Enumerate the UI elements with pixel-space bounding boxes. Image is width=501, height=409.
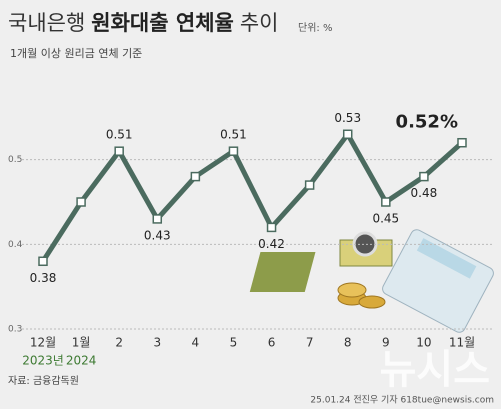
data-label: 0.48: [411, 186, 438, 200]
illustration: [249, 229, 494, 333]
x-tick-label: 1월: [72, 336, 91, 350]
line: [40, 129, 464, 263]
y-tick-label: 0.3: [8, 325, 22, 335]
marker: [76, 197, 86, 207]
marker: [266, 222, 277, 233]
marker: [342, 129, 353, 140]
y-tick-label: 0.5: [8, 155, 22, 165]
chart-title: 국내은행 원화대출 연체율 추이: [8, 11, 278, 35]
subtitle: 1개월 이상 원리금 연체 기준: [10, 47, 142, 60]
data-label: 0.52%: [396, 112, 458, 133]
x-tick-label: 7: [306, 336, 314, 350]
x-tick-label: 8: [344, 336, 352, 350]
x-tick-label: 3: [153, 336, 161, 350]
marker: [304, 180, 315, 190]
x-tick-label: 9: [382, 336, 390, 350]
watermark: 뉴시스: [380, 347, 490, 393]
data-label: 0.53: [334, 111, 361, 125]
title-part: 원화대출 연체율: [91, 11, 234, 35]
data-label: 0.45: [372, 212, 399, 226]
x-tick-label: 10: [416, 336, 431, 350]
title-part: 추이: [240, 11, 279, 35]
marker: [152, 214, 163, 224]
marker: [114, 146, 124, 156]
year-label: 2023년: [22, 354, 64, 368]
marker: [419, 171, 429, 182]
x-tick-label: 12월: [30, 336, 56, 350]
unit: 단위: %: [298, 21, 332, 34]
marker: [190, 171, 201, 182]
data-label: 0.43: [144, 228, 171, 242]
x-tick-label: 2: [115, 336, 123, 350]
x-tick-label: 4: [192, 336, 200, 350]
y-tick-label: 0.4: [8, 240, 23, 250]
x-tick-label: 6: [268, 336, 276, 350]
data-label: 0.38: [30, 271, 57, 285]
year-label: 2024: [66, 354, 97, 368]
title-part: 국내은행: [8, 11, 85, 35]
x-tick-label: 11월: [449, 336, 475, 350]
data-label: 0.51: [106, 128, 133, 142]
marker: [38, 256, 48, 267]
source: 자료: 금융감독원: [8, 375, 79, 387]
x-tick-label: 5: [230, 336, 238, 350]
marker: [381, 197, 391, 207]
credit: 25.01.24 전진우 기자 618tue@newsis.com: [310, 395, 494, 406]
data-label: 0.51: [220, 128, 247, 142]
marker: [457, 137, 467, 148]
marker: [228, 146, 239, 156]
data-label: 0.42: [258, 237, 285, 251]
